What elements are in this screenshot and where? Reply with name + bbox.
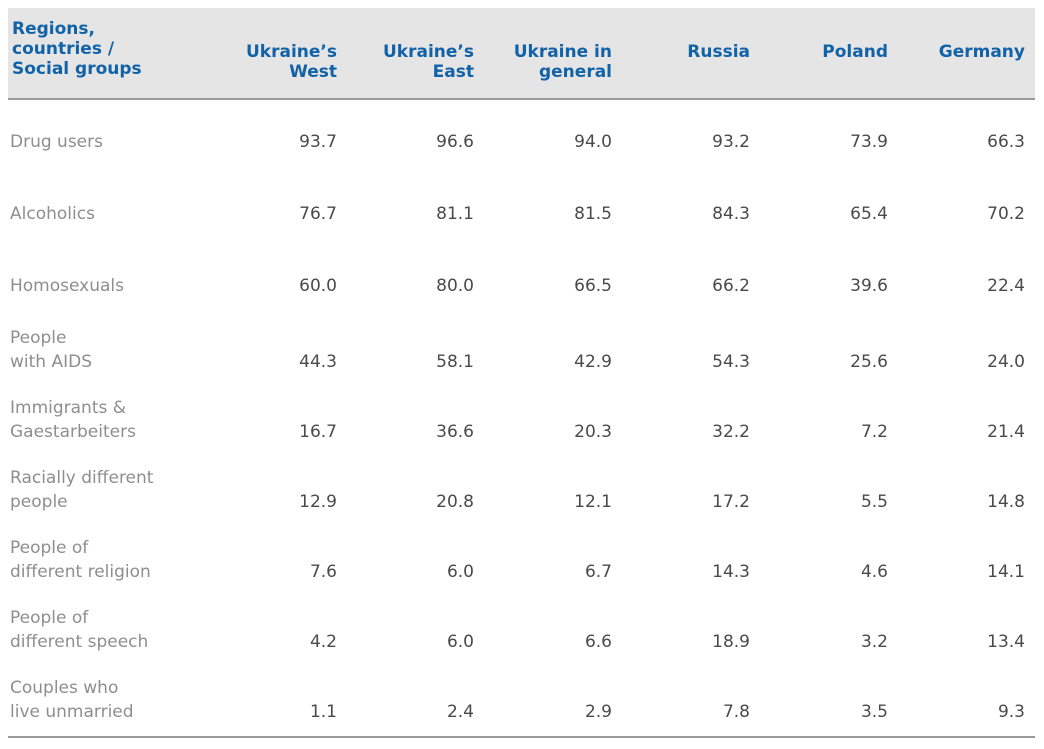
- row-value: 14.1: [987, 562, 1025, 582]
- row-value: 18.9: [712, 632, 750, 652]
- row-value: 7.6: [309, 562, 337, 582]
- row-label: Homosexuals: [10, 276, 124, 296]
- row-value: 7.2: [860, 422, 888, 442]
- row-value: 3.5: [860, 702, 888, 722]
- row-value: 20.3: [574, 422, 612, 442]
- row-value: 94.0: [574, 132, 612, 152]
- table-row: Couples who live unmarried 1.1 2.4 2.9 7.8 3.…: [8, 676, 1035, 728]
- row-value: 6.0: [446, 562, 474, 582]
- row-value: 70.2: [987, 204, 1025, 224]
- row-value: 66.5: [574, 276, 612, 296]
- row-value: 13.4: [987, 632, 1025, 652]
- row-value: 58.1: [436, 352, 474, 372]
- table-row: People of different speech 4.2 6.0 6.6 18.9 3…: [8, 606, 1035, 658]
- table-row: Racially different people 12.9 20.8 12.1 17.…: [8, 466, 1035, 518]
- data-table: Regions, countries / Social groups Ukrai…: [8, 8, 1035, 738]
- row-value: 4.6: [860, 562, 888, 582]
- row-label: Couples who live unmarried: [10, 678, 134, 722]
- row-value: 20.8: [436, 492, 474, 512]
- row-value: 65.4: [850, 204, 888, 224]
- table-row: Alcoholics 76.7 81.1 81.5 84.3 65.4 70.2: [8, 202, 1035, 254]
- row-value: 81.1: [436, 204, 474, 224]
- row-value: 54.3: [712, 352, 750, 372]
- row-value: 60.0: [299, 276, 337, 296]
- row-value: 6.0: [446, 632, 474, 652]
- header-ukraine-east: Ukraine’s East: [382, 42, 474, 82]
- row-value: 73.9: [850, 132, 888, 152]
- row-value: 3.2: [860, 632, 888, 652]
- row-value: 14.3: [712, 562, 750, 582]
- header-ukraine-west: Ukraine’s West: [245, 42, 337, 82]
- row-label: Racially different people: [10, 468, 154, 512]
- row-value: 24.0: [987, 352, 1025, 372]
- row-value: 93.2: [712, 132, 750, 152]
- row-value: 76.7: [299, 204, 337, 224]
- row-value: 16.7: [299, 422, 337, 442]
- table-body: Drug users 93.7 96.6 94.0 93.2 73.9 66.3 Alcoho…: [8, 100, 1035, 738]
- row-value: 66.3: [987, 132, 1025, 152]
- row-label: Immigrants & Gaestarbeiters: [10, 398, 136, 442]
- row-value: 36.6: [436, 422, 474, 442]
- row-value: 84.3: [712, 204, 750, 224]
- row-label: Drug users: [10, 132, 103, 152]
- row-label: People of different religion: [10, 538, 151, 582]
- row-value: 6.6: [584, 632, 612, 652]
- header-first-column: Regions, countries / Social groups: [12, 19, 142, 79]
- table-row: People with AIDS 44.3 58.1 42.9 54.3 25.6 24.0: [8, 326, 1035, 378]
- row-value: 22.4: [987, 276, 1025, 296]
- row-value: 14.8: [987, 492, 1025, 512]
- row-value: 12.1: [574, 492, 612, 512]
- row-value: 42.9: [574, 352, 612, 372]
- row-value: 17.2: [712, 492, 750, 512]
- row-value: 1.1: [309, 702, 337, 722]
- row-value: 93.7: [299, 132, 337, 152]
- row-value: 66.2: [712, 276, 750, 296]
- row-label: People with AIDS: [10, 328, 92, 372]
- row-value: 4.2: [309, 632, 337, 652]
- table-row: People of different religion 7.6 6.0 6.7 14.…: [8, 536, 1035, 588]
- table-row: Homosexuals 60.0 80.0 66.5 66.2 39.6 22.4: [8, 274, 1035, 326]
- header-russia: Russia: [687, 42, 750, 62]
- row-value: 7.8: [722, 702, 750, 722]
- row-value: 21.4: [987, 422, 1025, 442]
- row-value: 9.3: [997, 702, 1025, 722]
- row-value: 6.7: [584, 562, 612, 582]
- row-value: 96.6: [436, 132, 474, 152]
- table-header: Regions, countries / Social groups Ukrai…: [8, 8, 1035, 100]
- row-value: 2.9: [584, 702, 612, 722]
- table-row: Drug users 93.7 96.6 94.0 93.2 73.9 66.3: [8, 130, 1035, 182]
- row-value: 25.6: [850, 352, 888, 372]
- row-label: Alcoholics: [10, 204, 95, 224]
- row-label: People of different speech: [10, 608, 149, 652]
- table-row: Immigrants & Gaestarbeiters 16.7 36.6 20.3 3…: [8, 396, 1035, 448]
- header-poland: Poland: [822, 42, 888, 62]
- row-value: 5.5: [860, 492, 888, 512]
- row-value: 32.2: [712, 422, 750, 442]
- row-value: 44.3: [299, 352, 337, 372]
- header-ukraine-general: Ukraine in general: [513, 42, 612, 82]
- row-value: 2.4: [446, 702, 474, 722]
- row-value: 81.5: [574, 204, 612, 224]
- row-value: 80.0: [436, 276, 474, 296]
- row-value: 12.9: [299, 492, 337, 512]
- header-germany: Germany: [938, 42, 1025, 62]
- row-value: 39.6: [850, 276, 888, 296]
